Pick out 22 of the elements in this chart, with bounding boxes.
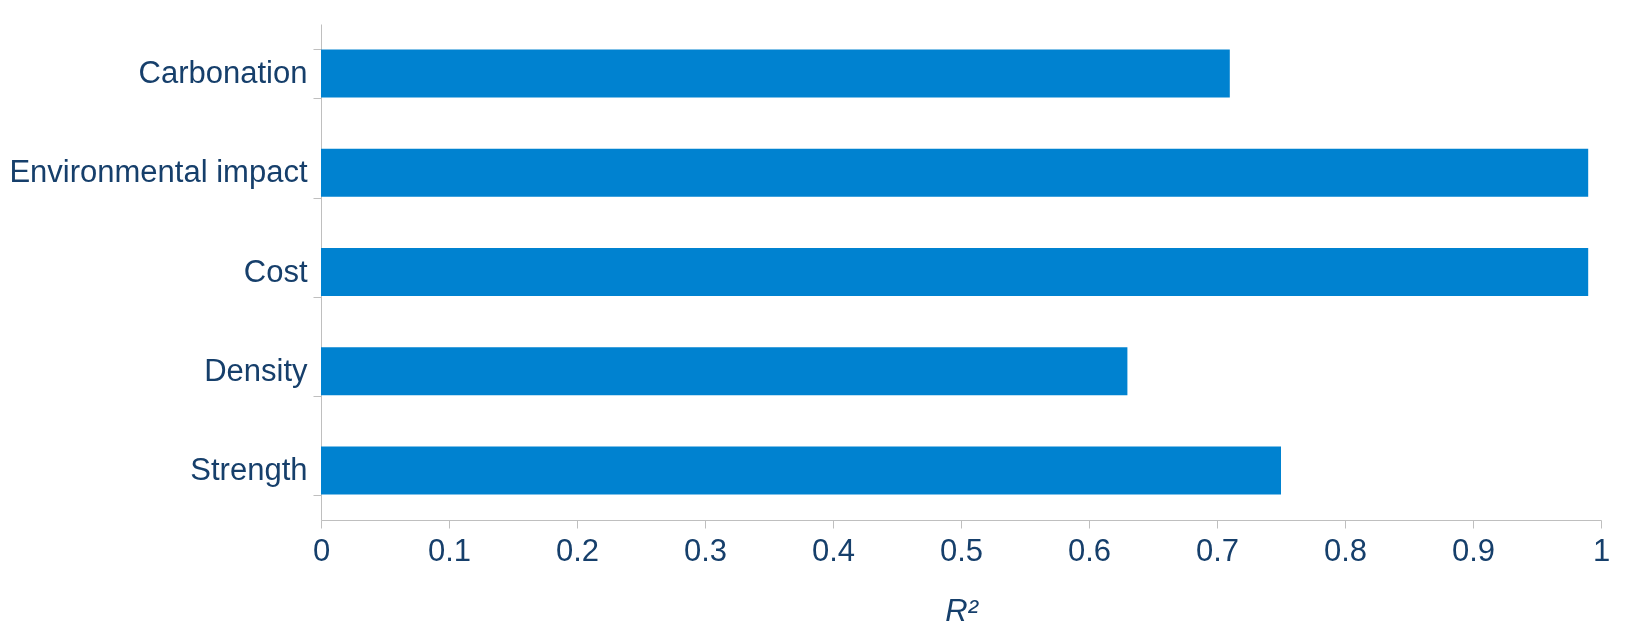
y-tick-label: Carbonation — [138, 55, 308, 91]
x-tick-label: 0.1 — [427, 532, 472, 568]
bar — [321, 446, 1281, 495]
x-tick-label: 0.7 — [1195, 532, 1240, 568]
bar — [321, 248, 1589, 296]
x-axis-title: R² — [945, 592, 980, 628]
y-tick-label: Density — [204, 352, 308, 388]
x-tick-label: 0.8 — [1323, 532, 1368, 568]
x-tick-label: 0.5 — [939, 532, 984, 568]
x-tick-label: 0 — [312, 532, 331, 568]
y-tick-label: Cost — [243, 253, 308, 289]
y-tick-label: Environmental impact — [9, 154, 308, 190]
bar — [321, 49, 1230, 98]
bar — [321, 148, 1589, 197]
x-tick-label: 0.6 — [1067, 532, 1112, 568]
bar — [321, 347, 1128, 396]
x-tick-label: 0.9 — [1451, 532, 1496, 568]
y-tick-label: Strength — [190, 451, 308, 487]
x-tick-label: 0.2 — [555, 532, 600, 568]
x-tick-label: 0.4 — [811, 532, 856, 568]
x-tick-label: 1 — [1592, 532, 1611, 568]
x-tick-label: 0.3 — [683, 532, 728, 568]
